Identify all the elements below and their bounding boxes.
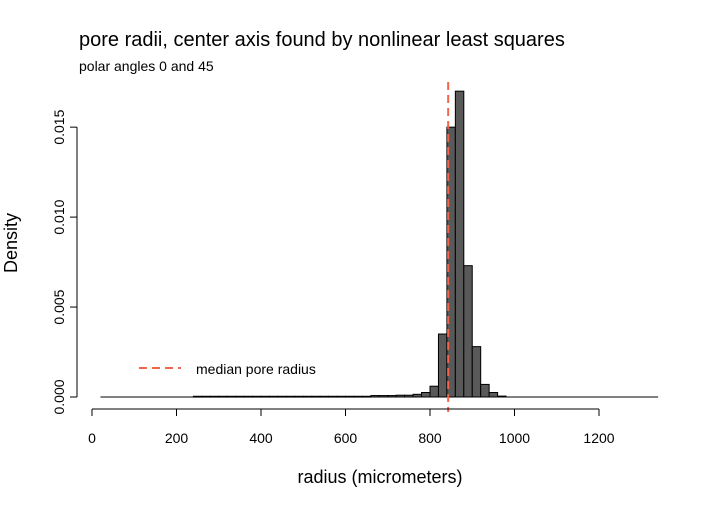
x-tick-label: 800 bbox=[418, 430, 442, 446]
y-tick-label: 0.010 bbox=[51, 199, 67, 234]
x-tick-label: 0 bbox=[88, 430, 96, 446]
x-tick-label: 1000 bbox=[499, 430, 530, 446]
x-axis: 0 200 400 600 800 1000 1200 bbox=[88, 408, 615, 446]
histogram-bar bbox=[463, 265, 473, 398]
chart-title: pore radii, center axis found by nonline… bbox=[79, 29, 565, 51]
legend-label: median pore radius bbox=[196, 361, 316, 377]
histogram-bars bbox=[192, 90, 507, 398]
x-tick-label: 1200 bbox=[583, 430, 614, 446]
x-tick-label: 400 bbox=[249, 430, 273, 446]
histogram-bar bbox=[421, 392, 431, 398]
y-axis-label: Density bbox=[1, 213, 21, 273]
y-axis: 0.000 0.005 0.010 0.015 bbox=[51, 109, 78, 415]
y-tick-label: 0.015 bbox=[51, 109, 67, 144]
histogram-bar bbox=[437, 333, 448, 398]
chart-subtitle: polar angles 0 and 45 bbox=[79, 58, 214, 74]
y-tick-label: 0.000 bbox=[51, 379, 67, 414]
legend: median pore radius bbox=[139, 361, 316, 377]
histogram-bar bbox=[454, 90, 465, 398]
histogram-bar bbox=[480, 383, 490, 398]
histogram-bar bbox=[488, 392, 499, 398]
y-tick-label: 0.005 bbox=[51, 289, 67, 324]
histogram-bar bbox=[471, 346, 482, 398]
histogram-bar bbox=[429, 385, 439, 398]
x-tick-label: 600 bbox=[334, 430, 358, 446]
x-axis-label: radius (micrometers) bbox=[297, 467, 462, 487]
x-tick-label: 200 bbox=[165, 430, 189, 446]
